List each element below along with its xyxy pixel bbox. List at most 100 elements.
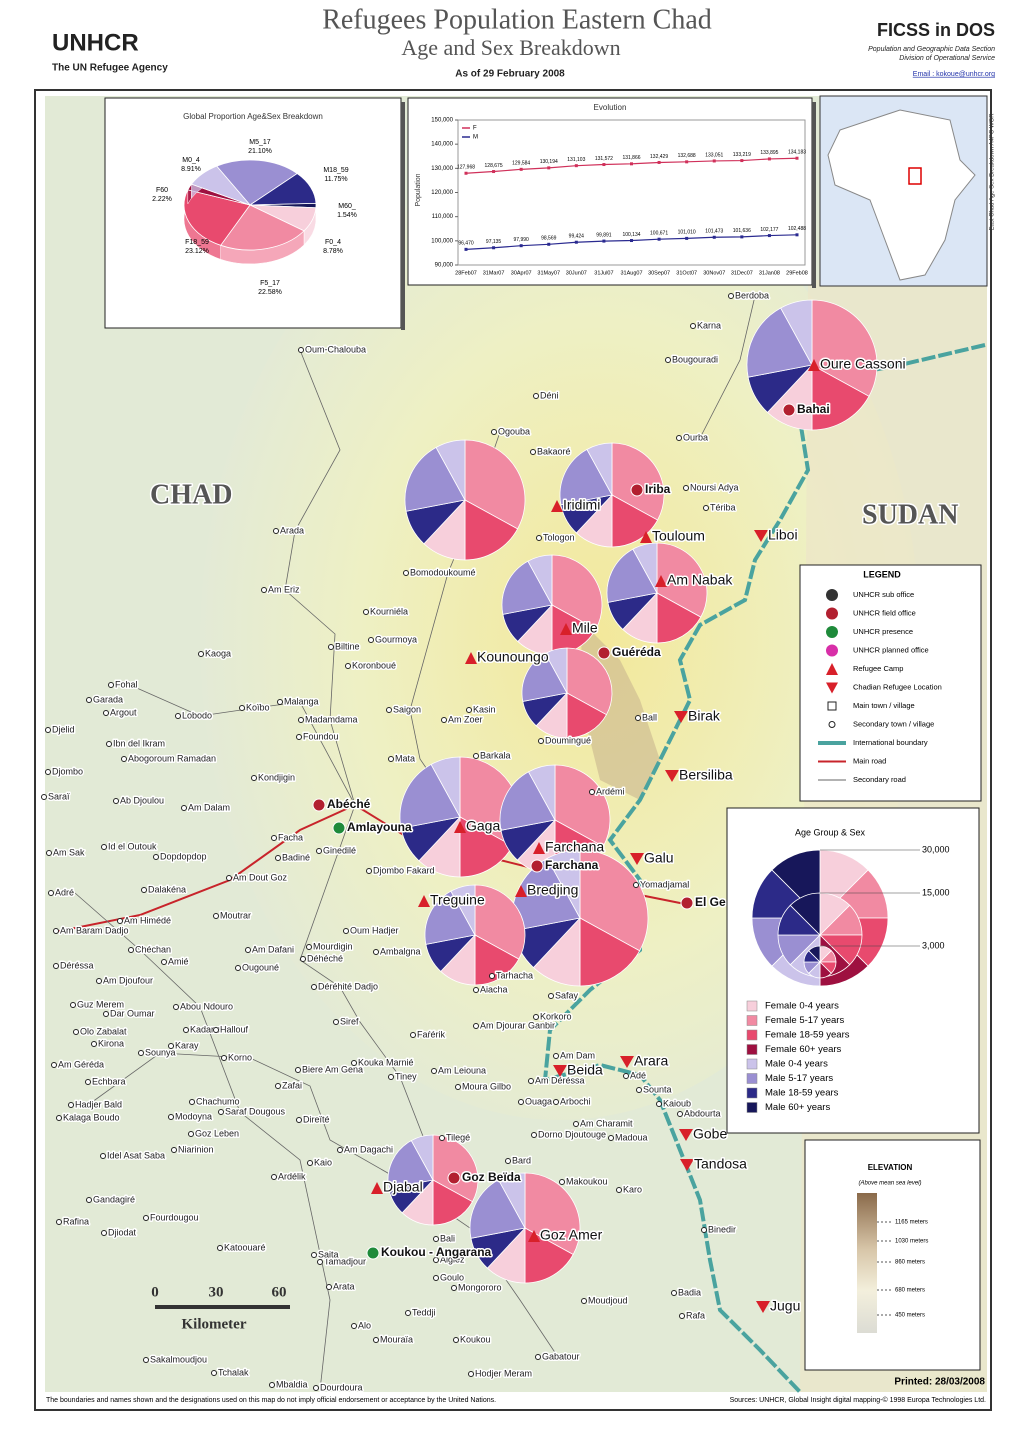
place-marker bbox=[87, 698, 92, 703]
camp-label: Koukou - Angarana bbox=[381, 1245, 492, 1259]
legend-label: Female 0-4 years bbox=[765, 1001, 839, 1012]
place-marker bbox=[624, 1074, 629, 1079]
place-label: Rafa bbox=[686, 1310, 705, 1320]
place-label: Kondjigin bbox=[258, 772, 295, 782]
line-point bbox=[492, 246, 495, 249]
legend-label: M bbox=[473, 135, 478, 141]
place-label: Saraï bbox=[48, 791, 70, 801]
place-marker bbox=[452, 1286, 457, 1291]
camp-label: Birak bbox=[688, 708, 721, 724]
elevation-label: 1165 meters bbox=[895, 1220, 928, 1226]
place-marker bbox=[104, 711, 109, 716]
place-marker bbox=[702, 1228, 707, 1233]
place-label: Am Charamit bbox=[580, 1118, 633, 1128]
y-tick-label: 100,000 bbox=[431, 238, 453, 244]
box-shadow bbox=[812, 102, 816, 288]
elevation-subtitle: (Above mean sea level) bbox=[858, 1181, 921, 1187]
place-marker bbox=[411, 1033, 416, 1038]
place-marker bbox=[387, 708, 392, 713]
place-marker bbox=[637, 1088, 642, 1093]
elevation-box bbox=[805, 1140, 980, 1370]
elevation-ramp bbox=[857, 1193, 877, 1333]
place-label: Id el Outouk bbox=[108, 841, 157, 851]
place-marker bbox=[109, 683, 114, 688]
office-marker bbox=[531, 860, 543, 872]
place-label: Am Himédé bbox=[124, 915, 171, 925]
legend-label: Chadian Refugee Location bbox=[853, 682, 942, 691]
place-marker bbox=[634, 883, 639, 888]
elevation-label: 1030 meters bbox=[895, 1239, 928, 1245]
place-marker bbox=[729, 294, 734, 299]
y-tick-label: 130,000 bbox=[431, 166, 453, 172]
place-label: Kasin bbox=[473, 704, 496, 714]
org-line: Division of Operational Service bbox=[899, 55, 995, 62]
camp-label: Guéréda bbox=[612, 645, 661, 659]
place-marker bbox=[506, 1159, 511, 1164]
place-marker bbox=[272, 1175, 277, 1180]
legend-symbol bbox=[826, 608, 838, 620]
x-tick-label: 31May07 bbox=[537, 270, 560, 276]
legend-label: UNHCR planned office bbox=[853, 645, 929, 654]
legend-symbol bbox=[828, 702, 836, 710]
place-label: Tarhacha bbox=[496, 970, 533, 980]
place-marker bbox=[97, 979, 102, 984]
place-marker bbox=[529, 1079, 534, 1084]
email[interactable]: Email : kokoue@unhcr.org bbox=[913, 71, 995, 78]
place-label: Bougouradi bbox=[672, 354, 718, 364]
place-label: Sounya bbox=[145, 1047, 176, 1057]
line-point bbox=[465, 172, 468, 175]
place-marker bbox=[276, 1084, 281, 1089]
pie-category-label: F60 bbox=[156, 187, 168, 194]
place-marker bbox=[129, 948, 134, 953]
line-point bbox=[465, 248, 468, 251]
camp-label: Beida bbox=[567, 1062, 603, 1078]
place-marker bbox=[54, 964, 59, 969]
legend-symbol bbox=[829, 722, 835, 728]
place-marker bbox=[474, 754, 479, 759]
place-label: Goulo bbox=[440, 1272, 464, 1282]
data-label: 132,688 bbox=[678, 153, 696, 159]
legend-title: LEGEND bbox=[863, 569, 901, 579]
place-label: Kouka Marnié bbox=[358, 1057, 414, 1067]
country-label: CHAD bbox=[150, 479, 232, 510]
place-label: Déréhité Dadjo bbox=[318, 981, 378, 991]
y-tick-label: 150,000 bbox=[431, 118, 453, 124]
legend-label: Female 60+ years bbox=[765, 1044, 842, 1055]
pie-category-label: F18_59 bbox=[185, 239, 209, 246]
place-marker bbox=[102, 845, 107, 850]
place-label: Oum Hadjer bbox=[350, 925, 399, 935]
line-point bbox=[492, 170, 495, 173]
data-label: 101,473 bbox=[705, 229, 723, 235]
pie-value-label: 21.10% bbox=[248, 148, 272, 155]
place-marker bbox=[297, 735, 302, 740]
elevation-label: 860 meters bbox=[895, 1260, 925, 1266]
data-label: 102,177 bbox=[760, 227, 778, 233]
place-label: Abou Ndouro bbox=[180, 1001, 233, 1011]
legend-swatch bbox=[747, 1045, 757, 1055]
place-label: Abdourta bbox=[684, 1108, 721, 1118]
place-label: Am Djourar Ganbir bbox=[480, 1020, 555, 1030]
place-label: Binedir bbox=[708, 1224, 736, 1234]
place-marker bbox=[317, 849, 322, 854]
place-marker bbox=[691, 324, 696, 329]
place-label: Ourba bbox=[683, 432, 708, 442]
data-label: 127,968 bbox=[457, 165, 475, 171]
place-marker bbox=[672, 1291, 677, 1296]
place-marker bbox=[346, 664, 351, 669]
place-marker bbox=[296, 1068, 301, 1073]
place-label: Foundou bbox=[303, 731, 339, 741]
place-label: Safay bbox=[555, 990, 579, 1000]
place-marker bbox=[369, 638, 374, 643]
place-marker bbox=[374, 1338, 379, 1343]
pie-value-label: 11.75% bbox=[324, 176, 347, 183]
place-label: Déréssa bbox=[60, 960, 94, 970]
data-label: 133,051 bbox=[705, 152, 723, 158]
place-label: Hallouf bbox=[220, 1024, 249, 1034]
place-label: Djombo Fakard bbox=[373, 865, 435, 875]
place-marker bbox=[189, 1132, 194, 1137]
place-label: Lobodo bbox=[182, 710, 212, 720]
legend-label: Main town / village bbox=[853, 701, 915, 710]
legend-swatch bbox=[747, 1059, 757, 1069]
line-point bbox=[796, 233, 799, 236]
place-label: Moudjoud bbox=[588, 1295, 628, 1305]
